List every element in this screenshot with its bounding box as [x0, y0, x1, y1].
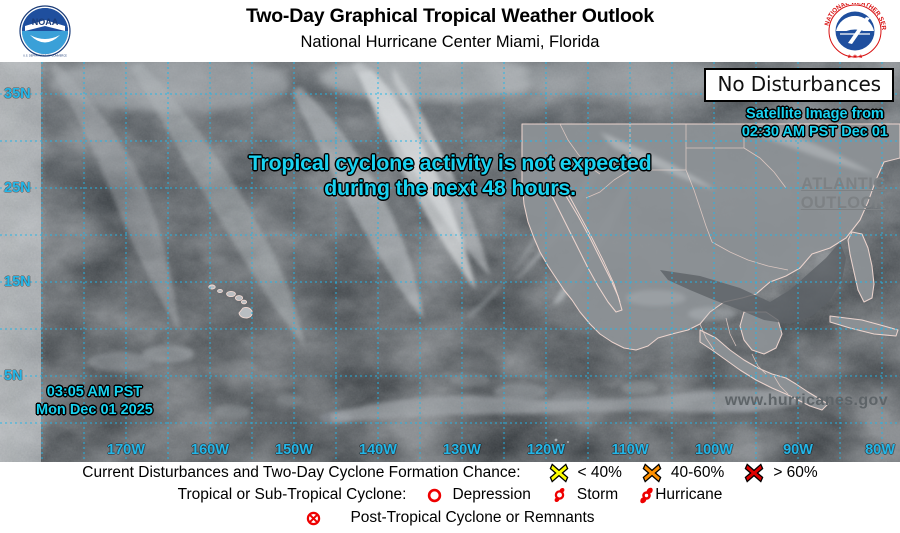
- svg-text:NOAA: NOAA: [32, 17, 59, 27]
- x-mark-icon-high: [744, 463, 764, 483]
- satellite-timestamp-line2: 02:30 AM PST Dec 01: [741, 123, 888, 140]
- hurricane-swirl-icon: [638, 486, 655, 505]
- lon-label-160w: 160W: [191, 442, 229, 458]
- svg-text:U.S. DEPARTMENT OF COMMERCE: U.S. DEPARTMENT OF COMMERCE: [23, 53, 67, 57]
- lat-label-15n: 15N: [4, 274, 31, 290]
- page-title: Two-Day Graphical Tropical Weather Outlo…: [245, 5, 655, 27]
- page-header: NOAA U.S. DEPARTMENT OF COMMERCE Two-Day…: [0, 0, 900, 62]
- depression-circle-icon: [426, 487, 443, 504]
- issuance-timestamp: 03:05 AM PST Mon Dec 01 2025: [36, 384, 154, 419]
- site-watermark: www.hurricanes.gov: [724, 392, 888, 409]
- national-weather-service-logo: NATIONAL WEATHER SERVICE ★ ★ ★: [816, 0, 892, 60]
- svg-text:★ ★ ★: ★ ★ ★: [847, 54, 864, 59]
- lon-label-170w: 170W: [107, 442, 145, 458]
- satellite-timestamp-line1: Satellite Image from: [746, 106, 885, 123]
- issuance-date: Mon Dec 01 2025: [36, 401, 154, 418]
- satellite-map[interactable]: 170W 160W 150W 140W 130W 120W 110W 100W …: [0, 62, 900, 462]
- title-block: Two-Day Graphical Tropical Weather Outlo…: [110, 4, 790, 53]
- outlook-message: Tropical cyclone activity is not expecte…: [0, 151, 900, 201]
- outlook-message-line1: Tropical cyclone activity is not expecte…: [248, 151, 652, 176]
- legend-row-cyclone-types: Tropical or Sub-Tropical Cyclone: Depres…: [0, 484, 900, 506]
- lon-label-90w: 90W: [783, 442, 813, 458]
- atlantic-outlook-line2: OUTLOOK: [800, 194, 886, 212]
- lat-label-5n: 5N: [4, 368, 23, 384]
- post-tropical-icon: [305, 510, 322, 527]
- outlook-message-line2: during the next 48 hours.: [324, 176, 577, 201]
- lon-label-80w: 80W: [865, 442, 895, 458]
- lon-label-130w: 130W: [443, 442, 481, 458]
- lon-label-120w: 120W: [527, 442, 565, 458]
- issuance-time: 03:05 AM PST: [46, 384, 143, 401]
- lon-label-110w: 110W: [611, 442, 649, 458]
- legend-chance-low-label: < 40%: [577, 464, 622, 481]
- page-subtitle: National Hurricane Center Miami, Florida: [300, 33, 600, 51]
- graticule: [0, 62, 900, 462]
- legend-hurricane-label: Hurricane: [655, 486, 723, 503]
- lon-label-100w: 100W: [695, 442, 733, 458]
- x-mark-icon-low: [549, 463, 569, 483]
- atlantic-outlook-link[interactable]: ATLANTIC OUTLOOK: [801, 175, 886, 213]
- legend-chance-high-label: > 60%: [773, 464, 818, 481]
- noaa-logo: NOAA U.S. DEPARTMENT OF COMMERCE: [8, 5, 82, 57]
- legend-chance-medium-label: 40-60%: [670, 464, 725, 481]
- lat-label-25n: 25N: [4, 180, 31, 196]
- atlantic-outlook-line1: ATLANTIC: [801, 175, 886, 193]
- x-mark-icon-medium: [642, 463, 662, 483]
- legend-formation-chance-label: Current Disturbances and Two-Day Cyclone…: [82, 464, 521, 481]
- status-badge: No Disturbances: [704, 68, 894, 102]
- coastlines: [208, 123, 900, 447]
- storm-swirl-icon: [551, 486, 568, 504]
- lat-label-35n: 35N: [4, 86, 31, 102]
- map-legend: Current Disturbances and Two-Day Cyclone…: [0, 462, 900, 533]
- legend-row-formation-chance: Current Disturbances and Two-Day Cyclone…: [0, 462, 900, 484]
- lon-label-150w: 150W: [275, 442, 313, 458]
- lon-label-140w: 140W: [359, 442, 397, 458]
- satellite-imagery: [0, 62, 900, 462]
- legend-row-post-tropical: Post-Tropical Cyclone or Remnants: [0, 506, 900, 530]
- status-badge-label: No Disturbances: [717, 72, 881, 96]
- legend-cyclone-type-label: Tropical or Sub-Tropical Cyclone:: [177, 486, 407, 503]
- legend-storm-label: Storm: [576, 486, 619, 503]
- legend-post-tropical-label: Post-Tropical Cyclone or Remnants: [350, 509, 595, 526]
- legend-depression-label: Depression: [452, 486, 531, 503]
- satellite-image-timestamp: Satellite Image from 02:30 AM PST Dec 01: [741, 106, 888, 141]
